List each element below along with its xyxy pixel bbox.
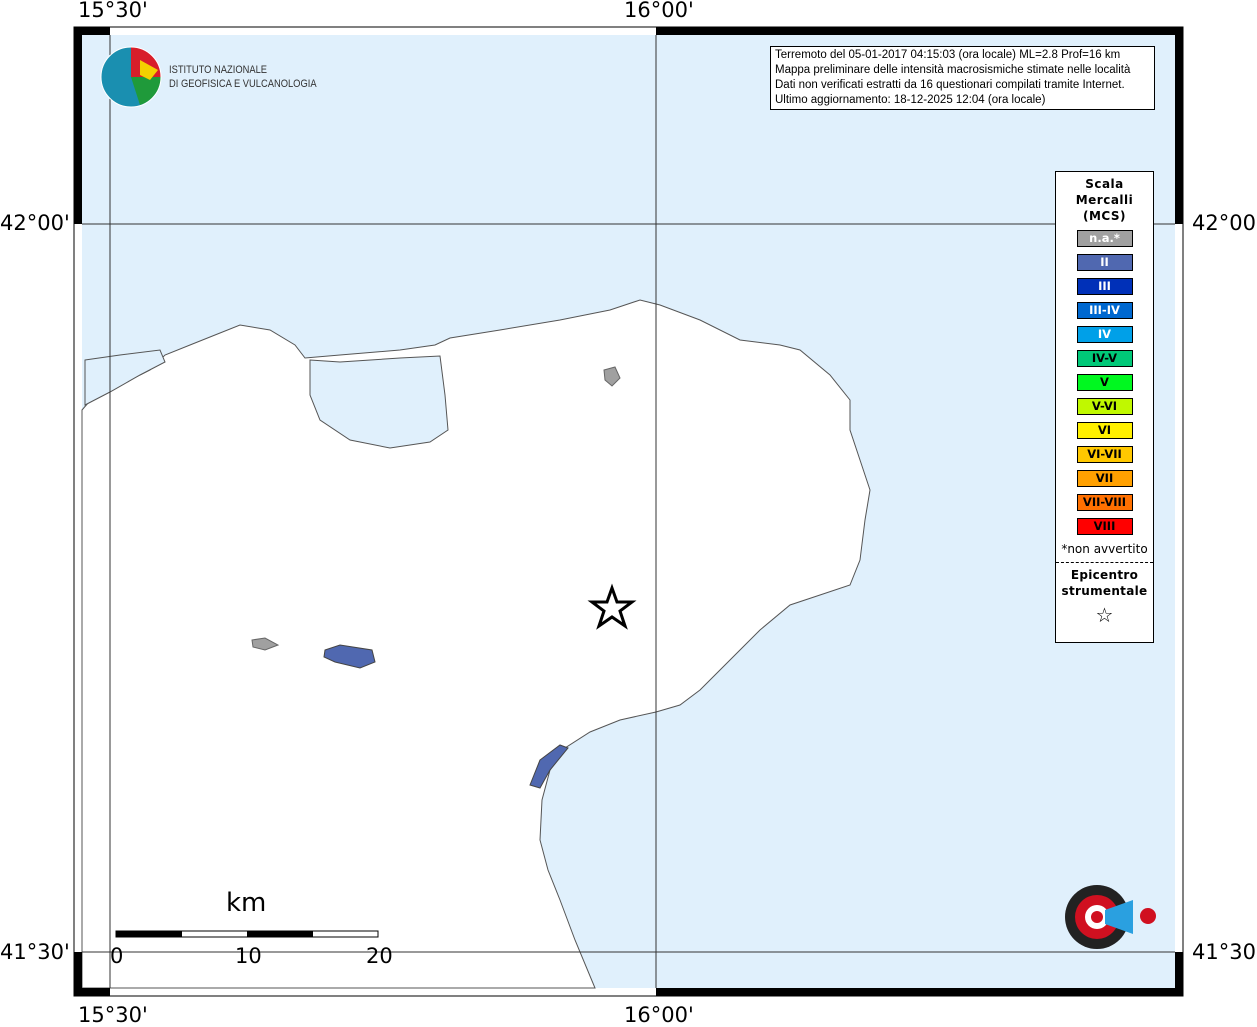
legend-swatch: VIII bbox=[1076, 518, 1133, 535]
legend-title-line: Mercalli bbox=[1075, 193, 1134, 207]
legend-epicentre-line: Epicentro bbox=[1070, 568, 1139, 582]
legend-swatch: III bbox=[1076, 278, 1133, 295]
scale-tick: 20 bbox=[366, 944, 393, 968]
scale-tick: 10 bbox=[235, 944, 262, 968]
lon-label: 15°30' bbox=[78, 0, 148, 22]
legend-swatch: II bbox=[1076, 254, 1133, 271]
info-line: Mappa preliminare delle intensità macros… bbox=[775, 64, 1131, 76]
area-ii bbox=[323, 644, 376, 669]
legend-swatch: VI-VII bbox=[1076, 446, 1133, 463]
info-line: Terremoto del 05-01-2017 04:15:03 (ora l… bbox=[775, 49, 1121, 61]
inGV-logo-icon bbox=[100, 46, 162, 108]
legend-swatches: n.a.* II III III-IV IV IV-V V V-VI VI VI-VII VII VI… bbox=[1056, 230, 1153, 535]
frame-ticks bbox=[74, 27, 1183, 996]
star-icon: ☆ bbox=[1095, 603, 1114, 627]
legend-swatch: V bbox=[1076, 374, 1133, 391]
scale-bar bbox=[115, 930, 379, 938]
legend-title-line: Scala bbox=[1085, 177, 1124, 191]
area-na bbox=[251, 637, 280, 651]
legend: Scala Mercalli (MCS) n.a.* II III III-IV IV I… bbox=[1055, 171, 1154, 643]
logo-line: ISTITUTO NAZIONALE bbox=[169, 64, 268, 76]
info-box: Terremoto del 05-01-2017 04:15:03 (ora l… bbox=[770, 46, 1155, 110]
lon-label: 16°00' bbox=[624, 0, 694, 22]
haisentito-logo-icon bbox=[1065, 885, 1156, 949]
info-line: Ultimo aggiornamento: 18-12-2025 12:04 (… bbox=[775, 94, 1046, 106]
lat-label: 42°00' bbox=[0, 211, 70, 235]
scale-tick: 0 bbox=[110, 944, 124, 968]
epicentre-star bbox=[587, 583, 637, 630]
lon-label: 15°30' bbox=[78, 1003, 148, 1027]
legend-epicentre: Epicentro strumentale bbox=[1056, 567, 1153, 599]
area-na bbox=[603, 366, 621, 387]
legend-swatch: n.a.* bbox=[1076, 230, 1133, 247]
lon-label: 16°00' bbox=[624, 1003, 694, 1027]
legend-divider bbox=[1056, 562, 1153, 563]
legend-epicentre-line: strumentale bbox=[1061, 584, 1148, 598]
legend-swatch: VII-VIII bbox=[1076, 494, 1133, 511]
legend-swatch: IV-V bbox=[1076, 350, 1133, 367]
lat-label: 41°30' bbox=[0, 940, 70, 964]
scale-unit: km bbox=[226, 888, 267, 918]
info-line: Dati non verificati estratti da 16 quest… bbox=[775, 79, 1125, 91]
logo-line: DI GEOFISICA E VULCANOLOGIA bbox=[169, 78, 317, 90]
legend-swatch: IV bbox=[1076, 326, 1133, 343]
legend-title: Scala Mercalli (MCS) bbox=[1056, 176, 1153, 224]
lat-label: 42°00' bbox=[1192, 211, 1257, 235]
legend-swatch: III-IV bbox=[1076, 302, 1133, 319]
lat-label: 41°30' bbox=[1192, 940, 1257, 964]
area-ii bbox=[529, 744, 569, 789]
lagoon-lesina bbox=[84, 349, 166, 406]
lagoon-varano bbox=[309, 355, 449, 449]
legend-note: *non avvertito bbox=[1061, 542, 1148, 556]
legend-swatch: VII bbox=[1076, 470, 1133, 487]
legend-title-line: (MCS) bbox=[1082, 209, 1127, 223]
legend-swatch: V-VI bbox=[1076, 398, 1133, 415]
legend-swatch: VI bbox=[1076, 422, 1133, 439]
ingv-logo-text: ISTITUTO NAZIONALE DI GEOFISICA E VULCAN… bbox=[169, 63, 317, 91]
